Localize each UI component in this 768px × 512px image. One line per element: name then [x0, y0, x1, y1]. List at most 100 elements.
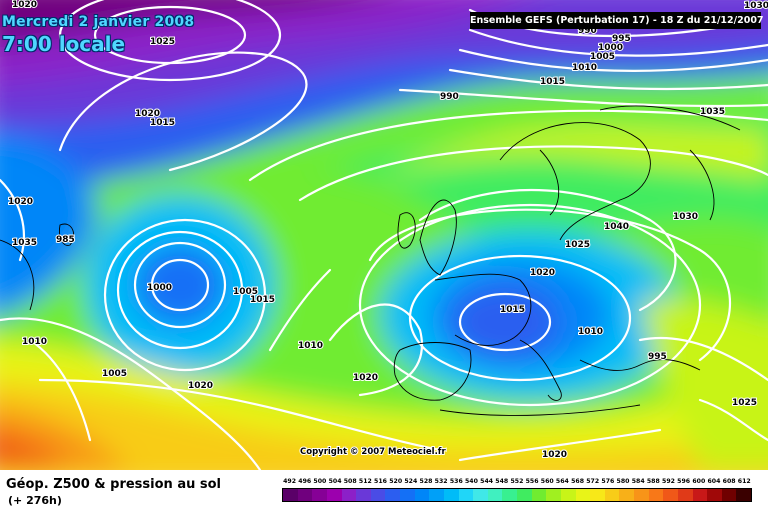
isobar-label: 1015 — [150, 118, 175, 128]
legend-tick-label: 612 — [737, 478, 751, 485]
forecast-date: Mercredi 2 janvier 2008 — [2, 14, 195, 30]
legend-tick-label: 592 — [662, 478, 675, 485]
legend-tick-label: 588 — [646, 478, 660, 485]
isobar-label: 1020 — [12, 0, 37, 10]
legend-swatch — [458, 489, 474, 501]
isobar-label: 1010 — [298, 341, 323, 351]
isobar-label: 1015 — [250, 295, 275, 305]
legend-tick-label: 528 — [419, 478, 433, 485]
legend-swatch — [677, 489, 693, 501]
isobar-label: 990 — [440, 92, 459, 102]
legend-tick-label: 580 — [616, 478, 630, 485]
legend-swatch — [736, 489, 751, 501]
geopotential-field — [0, 0, 768, 470]
legend-swatch — [502, 489, 517, 501]
coastlines — [0, 105, 741, 416]
isobar-label: 1030 — [744, 1, 768, 11]
isobar-label: 1040 — [604, 222, 629, 232]
model-run-info: Ensemble GEFS (Perturbation 17) - 18 Z d… — [470, 12, 764, 29]
legend-swatch — [443, 489, 459, 501]
legend-swatch — [356, 489, 371, 501]
legend-tick-label: 492 — [283, 478, 297, 485]
forecast-time: 7:00 locale — [2, 32, 126, 56]
legend-swatch — [400, 489, 415, 501]
isobar-label: 995 — [612, 34, 631, 44]
legend-tick-label: 548 — [495, 478, 509, 485]
isobar-label: 1005 — [233, 287, 258, 297]
isobar-label: 1020 — [188, 381, 213, 391]
legend-swatch — [312, 489, 327, 501]
isobar-label: 1035 — [700, 107, 725, 117]
legend-tick-label: 584 — [631, 478, 645, 485]
legend-tick-label: 604 — [707, 478, 721, 485]
legend-swatch — [619, 489, 634, 501]
isobar-label: 1000 — [147, 283, 172, 293]
legend-swatch — [517, 489, 532, 501]
legend-tick-label: 496 — [298, 478, 312, 485]
legend-tick-label: 524 — [404, 478, 418, 485]
legend-swatch — [546, 489, 561, 501]
legend-swatch — [370, 489, 386, 501]
legend-tick-labels: 492 496 500 504 508 512 516 520 524 528 532 536 540 5… — [282, 478, 752, 486]
isobar-label: 1025 — [565, 240, 590, 250]
legend-tick-label: 572 — [586, 478, 600, 485]
isobar-label: 1015 — [540, 77, 565, 87]
isobar-label: 1010 — [22, 337, 47, 347]
legend-swatch — [283, 489, 298, 501]
color-legend: 492 496 500 504 508 512 516 520 524 528 532 536 540 5… — [282, 478, 752, 502]
isobar-label: 1000 — [598, 43, 623, 53]
legend-tick-label: 500 — [313, 478, 327, 485]
legend-tick-label: 576 — [601, 478, 615, 485]
isobar-label: 1020 — [8, 197, 33, 207]
isobar-label: 995 — [648, 352, 667, 362]
legend-tick-label: 508 — [343, 478, 357, 485]
legend-swatch — [297, 489, 313, 501]
legend-tick-label: 540 — [464, 478, 478, 485]
legend-tick-label: 544 — [480, 478, 494, 485]
legend-swatch — [721, 489, 737, 501]
isobar-label: 1025 — [732, 398, 757, 408]
isobar-label: 1030 — [673, 212, 698, 222]
legend-swatch — [648, 489, 664, 501]
legend-swatch — [692, 489, 708, 501]
isobar-label: 1025 — [150, 37, 175, 47]
isobar-label: 1010 — [578, 327, 603, 337]
legend-swatch — [604, 489, 620, 501]
legend-tick-label: 556 — [525, 478, 539, 485]
legend-swatch — [560, 489, 576, 501]
legend-swatch — [385, 489, 400, 501]
legend-swatch — [575, 489, 591, 501]
isobar-label: 1020 — [135, 109, 160, 119]
legend-swatch — [531, 489, 547, 501]
legend-tick-label: 552 — [510, 478, 524, 485]
legend-tick-label: 608 — [722, 478, 736, 485]
isobar-labels: 1020 1035 1025 1020 1015 1020 985 990 99… — [7, 0, 768, 461]
legend-color-scale — [282, 488, 752, 502]
legend-swatch — [663, 489, 678, 501]
isobar-label: 1005 — [102, 369, 127, 379]
legend-tick-label: 516 — [374, 478, 387, 485]
legend-swatch — [429, 489, 444, 501]
map-footer: Géop. Z500 & pression au sol (+ 276h) 49… — [0, 470, 768, 512]
field-title: Géop. Z500 & pression au sol — [6, 477, 221, 492]
isobar-label: 1020 — [542, 450, 567, 460]
isobar-label: 1010 — [572, 63, 597, 73]
legend-swatch — [341, 489, 357, 501]
legend-tick-label: 532 — [434, 478, 448, 485]
legend-tick-label: 504 — [328, 478, 342, 485]
isobar-label: 985 — [56, 235, 75, 245]
isobar-label: 1005 — [590, 52, 615, 62]
isobar-label: 1020 — [530, 268, 555, 278]
isobar-label: 1015 — [500, 305, 525, 315]
legend-tick-label: 520 — [389, 478, 403, 485]
legend-tick-label: 536 — [449, 478, 463, 485]
pressure-map: 1020 1035 1025 1020 1015 1020 985 990 99… — [0, 0, 768, 470]
legend-swatch — [473, 489, 488, 501]
copyright-text: Copyright © 2007 Meteociel.fr — [300, 447, 446, 457]
isobar-label: 1035 — [12, 238, 37, 248]
isobar-label: 1020 — [353, 373, 378, 383]
legend-swatch — [634, 489, 649, 501]
legend-swatch — [326, 489, 342, 501]
legend-tick-label: 596 — [677, 478, 691, 485]
